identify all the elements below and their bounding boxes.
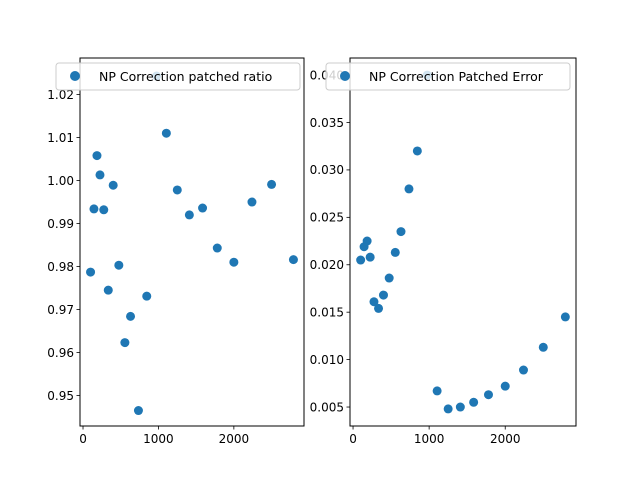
data-point	[89, 204, 99, 214]
data-point	[95, 170, 105, 180]
data-point	[362, 236, 372, 246]
data-point	[432, 386, 442, 396]
y-tick-label: 1.00	[47, 174, 74, 188]
legend-box-right	[325, 62, 571, 91]
data-point	[229, 257, 239, 267]
data-point	[518, 365, 528, 375]
y-tick-label: 0.010	[310, 353, 344, 367]
y-tick-label: 0.025	[310, 211, 344, 225]
legend-box-left	[55, 62, 301, 91]
data-point	[126, 311, 136, 321]
data-point	[374, 303, 384, 313]
legend-left: NP Correction patched ratio	[55, 62, 301, 91]
data-point	[99, 205, 109, 215]
y-tick-label: 0.96	[47, 346, 74, 360]
data-point	[378, 290, 388, 300]
axes-frame-right	[349, 57, 577, 427]
data-point	[404, 184, 414, 194]
data-point	[396, 227, 406, 237]
data-point	[369, 297, 379, 307]
y-tick-label: 0.98	[47, 260, 74, 274]
data-point	[443, 404, 453, 414]
data-point	[133, 406, 143, 416]
x-tick-label: 2000	[219, 432, 250, 446]
data-point	[247, 197, 257, 207]
data-point	[103, 285, 113, 295]
data-point	[114, 260, 124, 270]
x-tick-label: 1000	[143, 432, 174, 446]
data-point	[288, 255, 298, 265]
y-tick-label: 0.95	[47, 389, 74, 403]
data-point	[142, 291, 152, 301]
data-point	[108, 180, 118, 190]
x-tick-label: 1000	[414, 432, 445, 446]
scatter-points-right	[356, 70, 570, 414]
y-tick-label: 0.020	[310, 258, 344, 272]
data-point	[184, 210, 194, 220]
data-point	[390, 247, 400, 257]
data-point	[560, 312, 570, 322]
data-point	[469, 397, 479, 407]
data-point	[120, 338, 130, 348]
x-axis-ticks-left: 0 1000 2000	[79, 426, 249, 446]
x-tick-label: 0	[349, 432, 357, 446]
data-point	[198, 203, 208, 213]
y-tick-label: 1.02	[47, 88, 74, 102]
data-point	[455, 402, 465, 412]
data-point	[356, 255, 366, 265]
y-tick-label: 0.97	[47, 303, 74, 317]
chart-panel-left: 0 1000 2000 0.95 0.96 0.97 0.98 0.99 1.00 1.01 1.…	[47, 57, 305, 446]
data-point	[500, 381, 510, 391]
data-point	[86, 267, 96, 277]
legend-label-right: NP Correction Patched Error	[369, 69, 544, 84]
data-point	[267, 179, 277, 189]
data-point	[412, 146, 422, 156]
data-point	[384, 273, 394, 283]
y-tick-label: 0.030	[310, 163, 344, 177]
x-tick-label: 0	[79, 432, 87, 446]
data-point	[538, 342, 548, 352]
x-axis-ticks-right: 0 1000 2000	[349, 426, 521, 446]
y-axis-ticks-left: 0.95 0.96 0.97 0.98 0.99 1.00 1.01 1.02	[47, 88, 80, 403]
data-point	[172, 185, 182, 195]
chart-panel-right: 0 1000 2000 0.005 0.010 0.015 0.020 0.025 0.030…	[310, 57, 577, 446]
y-tick-label: 1.01	[47, 131, 74, 145]
axes-frame-left	[79, 57, 305, 427]
points-group-right	[356, 70, 570, 414]
legend-label-left: NP Correction patched ratio	[99, 69, 272, 84]
legend-marker-right	[340, 71, 350, 81]
data-point	[212, 243, 222, 253]
y-tick-label: 0.015	[310, 305, 344, 319]
legend-right: NP Correction Patched Error	[325, 62, 571, 91]
x-tick-label: 2000	[490, 432, 521, 446]
data-point	[483, 390, 493, 400]
y-tick-label: 0.005	[310, 400, 344, 414]
y-tick-label: 0.99	[47, 217, 74, 231]
data-point	[365, 252, 375, 262]
legend-marker-left	[70, 71, 80, 81]
data-point	[92, 151, 102, 161]
data-point	[161, 128, 171, 138]
y-tick-label: 0.035	[310, 116, 344, 130]
